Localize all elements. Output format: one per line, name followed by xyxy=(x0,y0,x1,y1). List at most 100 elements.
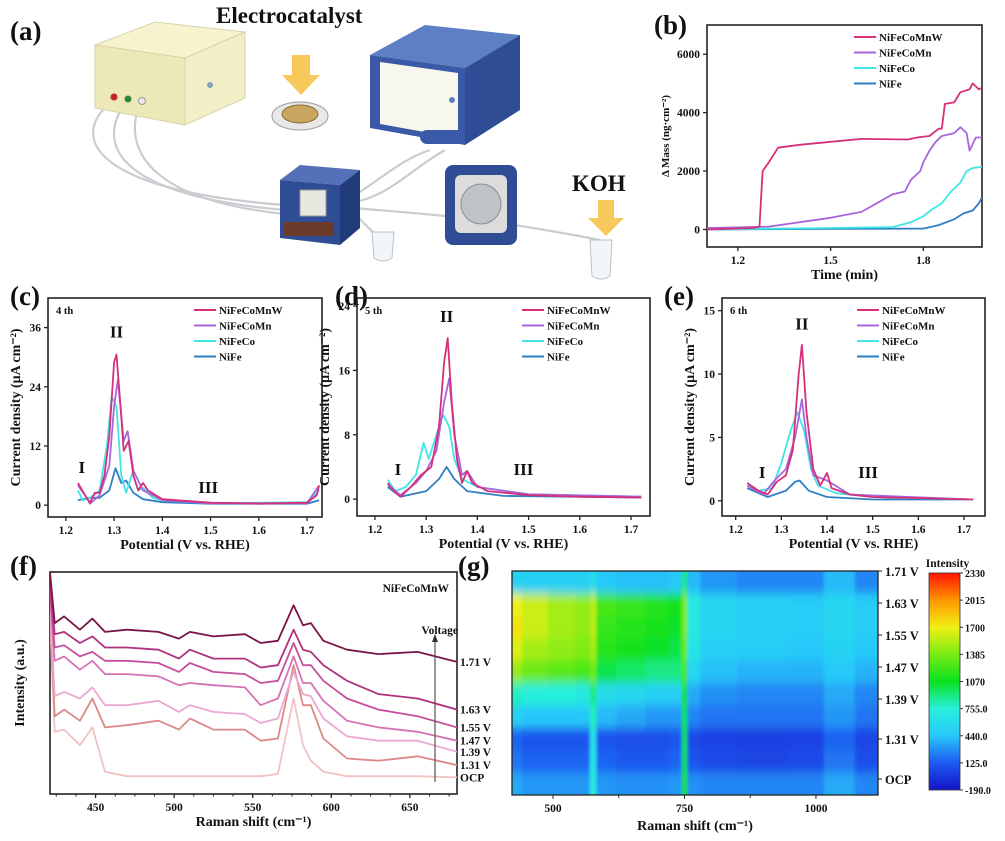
flow-cell-icon xyxy=(280,165,360,245)
x-tick-label: 1.6 xyxy=(252,525,267,537)
heatmap-cell xyxy=(789,593,825,617)
voltage-label: 1.31 V xyxy=(460,760,492,772)
heatmap-cell xyxy=(823,750,856,774)
y-tick-label: 6000 xyxy=(677,49,700,61)
y-axis-title: Δ Mass (ng·cm⁻²) xyxy=(660,95,672,177)
x-tick-label: 1.5 xyxy=(203,525,218,537)
colorbar-title: Intensity xyxy=(926,558,970,570)
heatmap-cell xyxy=(616,615,646,639)
heatmap-cell xyxy=(616,705,646,729)
heatmap-cell xyxy=(668,615,683,639)
heatmap-cell xyxy=(575,615,591,639)
heatmap-cell xyxy=(575,638,591,662)
x-tick-label: 650 xyxy=(401,802,419,814)
panel-label-c: (c) xyxy=(10,281,40,311)
x-axis-title: Potential (V vs. RHE) xyxy=(439,537,569,552)
heatmap-cell xyxy=(854,638,878,662)
heatmap-cell xyxy=(575,727,591,751)
chart-panel-g: 500 750 1000 Raman shift (cm⁻¹) 1.71 V 1.63 V… xyxy=(511,558,991,834)
legend-label: NiFeCo xyxy=(882,336,919,348)
x-tick-label: 1.4 xyxy=(155,525,170,537)
legend-label: NiFeCoMnW xyxy=(882,305,946,317)
heatmap-cell xyxy=(512,593,523,617)
heatmap-cell xyxy=(823,593,856,617)
x-tick-label: 1.3 xyxy=(419,524,434,536)
voltage-label: 1.55 V xyxy=(460,722,492,734)
x-tick-label: 500 xyxy=(166,802,184,814)
heatmap-cell xyxy=(512,772,523,795)
y-axis-title: Intensity (a.u.) xyxy=(13,639,28,727)
heatmap-cell xyxy=(596,593,617,617)
panel-label-g: (g) xyxy=(458,551,490,581)
voltage-tick-label: 1.47 V xyxy=(885,661,919,675)
spectrum-line xyxy=(50,589,457,729)
heatmap-cell xyxy=(589,660,598,684)
peak-annotation: II xyxy=(795,315,809,334)
x-tick-label: 450 xyxy=(87,802,105,814)
heatmap-cell xyxy=(700,750,738,774)
heatmap-cell xyxy=(823,660,856,684)
x-axis-title: Raman shift (cm⁻¹) xyxy=(637,819,753,834)
heatmap-cell xyxy=(681,615,688,639)
electrocatalyst-label: Electrocatalyst xyxy=(216,3,363,28)
y-tick-label: 0 xyxy=(344,494,350,506)
heatmap-cell xyxy=(737,593,791,617)
heatmap-cell xyxy=(645,571,670,594)
heatmap-cell xyxy=(645,593,670,617)
heatmap-cell xyxy=(854,750,878,774)
series-line-NiFeCoMnW xyxy=(77,353,320,505)
heatmap-cell xyxy=(547,615,576,639)
potentiostat-icon xyxy=(93,21,247,126)
heatmap-cell xyxy=(681,638,688,662)
legend-label: NiFe xyxy=(879,79,902,91)
series-line-NiFeCoMnW xyxy=(386,337,642,499)
colorbar-tick-label: 2015 xyxy=(965,596,985,607)
legend-label: NiFeCoMnW xyxy=(547,305,611,317)
x-axis-title: Time (min) xyxy=(811,268,878,283)
heatmap-cell xyxy=(596,615,617,639)
series-group xyxy=(77,353,320,505)
heatmap-cell xyxy=(589,683,598,706)
heatmap-cell xyxy=(575,750,591,774)
heatmap-cell xyxy=(596,750,617,774)
heatmap-cell xyxy=(596,705,617,729)
colorbar-tick-label: 1070 xyxy=(965,678,985,689)
heatmap-cell xyxy=(823,571,856,594)
heatmap-cell xyxy=(589,571,598,594)
heatmap-cell xyxy=(789,660,825,684)
panel-label-f: (f) xyxy=(10,551,37,581)
heatmap-cell xyxy=(687,683,701,706)
heatmap-cell xyxy=(854,772,878,795)
heatmap-cell xyxy=(681,683,688,706)
heatmap-cell xyxy=(512,638,523,662)
heatmap-cell xyxy=(547,571,576,594)
heatmap-cell xyxy=(645,727,670,751)
heatmap-cell xyxy=(668,660,683,684)
peak-annotation: III xyxy=(198,478,218,497)
heatmap-cell xyxy=(737,638,791,662)
panel-label-a: (a) xyxy=(10,16,42,46)
legend-label: NiFe xyxy=(882,352,905,364)
y-tick-label: 2000 xyxy=(677,166,700,178)
chart-panel-d: 1.2 1.3 1.4 1.5 1.6 1.7 0 8 16 24 Potential (V vs.… xyxy=(318,297,651,552)
heatmap-cell xyxy=(700,683,738,706)
x-tick-label: 1.5 xyxy=(865,524,880,536)
heatmap-cell xyxy=(616,772,646,795)
voltage-label: 1.63 V xyxy=(460,705,492,717)
y-axis-title: Current density (μA cm⁻²) xyxy=(683,328,698,486)
chart-panel-e: 1.2 1.3 1.4 1.5 1.6 1.7 0 5 10 15 Potential (V vs.… xyxy=(683,297,986,552)
heatmap-cell xyxy=(512,727,523,751)
chart-panel-b: 1.2 1.5 1.8 0 2000 4000 6000 Time (min) Δ Mass (… xyxy=(660,24,983,283)
heatmap-cell xyxy=(789,772,825,795)
heatmap-cell xyxy=(512,660,523,684)
heatmap-cell xyxy=(687,772,701,795)
heatmap-cell xyxy=(854,727,878,751)
y-tick-label: 15 xyxy=(704,306,716,318)
heatmap-cell xyxy=(645,660,670,684)
series-line-NiFe xyxy=(746,479,974,501)
peak-annotation: I xyxy=(395,460,402,479)
heatmap-cell xyxy=(687,727,701,751)
x-tick-label: 1.3 xyxy=(107,525,122,537)
chart-panel-f: 450 500 550 600 650 Raman shift (cm⁻¹) Intensi… xyxy=(13,571,492,830)
plot-frame xyxy=(511,570,879,796)
